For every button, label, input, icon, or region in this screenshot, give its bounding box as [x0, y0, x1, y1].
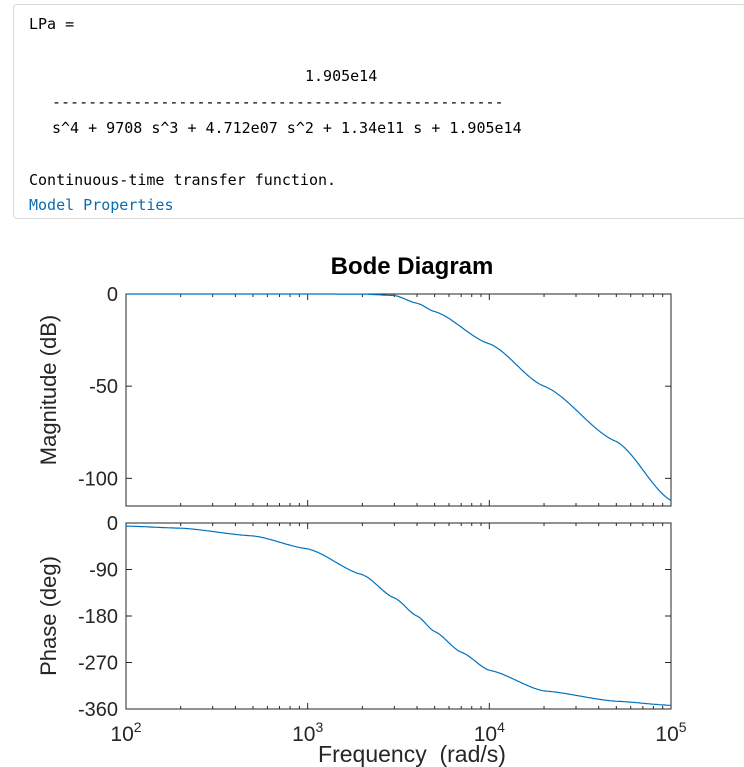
- phase-axes: 0 -90 -180 -270 -360: [78, 513, 672, 721]
- denominator-text: s^4 + 9708 s^3 + 4.712e07 s^2 + 1.34e11 …: [52, 119, 522, 137]
- phase-plot-box: [125, 522, 672, 710]
- model-type-description: Continuous-time transfer function.: [29, 171, 337, 189]
- phase-response-line: [126, 525, 672, 706]
- chart-title: Bode Diagram: [331, 253, 494, 280]
- command-window-output: LPa = 1.905e14 -------------------------…: [13, 4, 744, 219]
- frequency-tick-label: 103: [292, 719, 323, 746]
- variable-assignment: LPa =: [29, 15, 75, 33]
- phase-y-tick-label: 0: [107, 513, 118, 535]
- frequency-tick-label: 104: [474, 719, 505, 746]
- model-properties-link[interactable]: Model Properties: [29, 196, 174, 214]
- phase-y-tick-label: -270: [78, 653, 118, 675]
- fraction-bar: ----------------------------------------…: [52, 93, 504, 111]
- magnitude-y-tick-label: -50: [89, 376, 118, 398]
- magnitude-plot-box: [125, 293, 672, 507]
- phase-y-tick-label: -360: [78, 699, 118, 721]
- magnitude-axes: 0 -50 -100: [78, 284, 672, 507]
- phase-y-tick-label: -180: [78, 606, 118, 628]
- phase-axis-label: Phase (deg): [36, 556, 61, 676]
- magnitude-response-line: [126, 293, 672, 502]
- magnitude-axis-label: Magnitude (dB): [36, 315, 61, 465]
- frequency-axis-label: Frequency (rad/s): [318, 741, 506, 767]
- phase-y-tick-label: -90: [89, 560, 118, 582]
- magnitude-y-tick-label: 0: [107, 284, 118, 306]
- frequency-tick-label: 105: [655, 719, 686, 746]
- magnitude-y-tick-label: -100: [78, 468, 118, 490]
- bode-diagram: Bode Diagram 0 -50 -100 0 -90 -180 -270 -360 M…: [36, 253, 687, 767]
- frequency-tick-label: 102: [110, 719, 141, 746]
- numerator-text: 1.905e14: [305, 67, 378, 85]
